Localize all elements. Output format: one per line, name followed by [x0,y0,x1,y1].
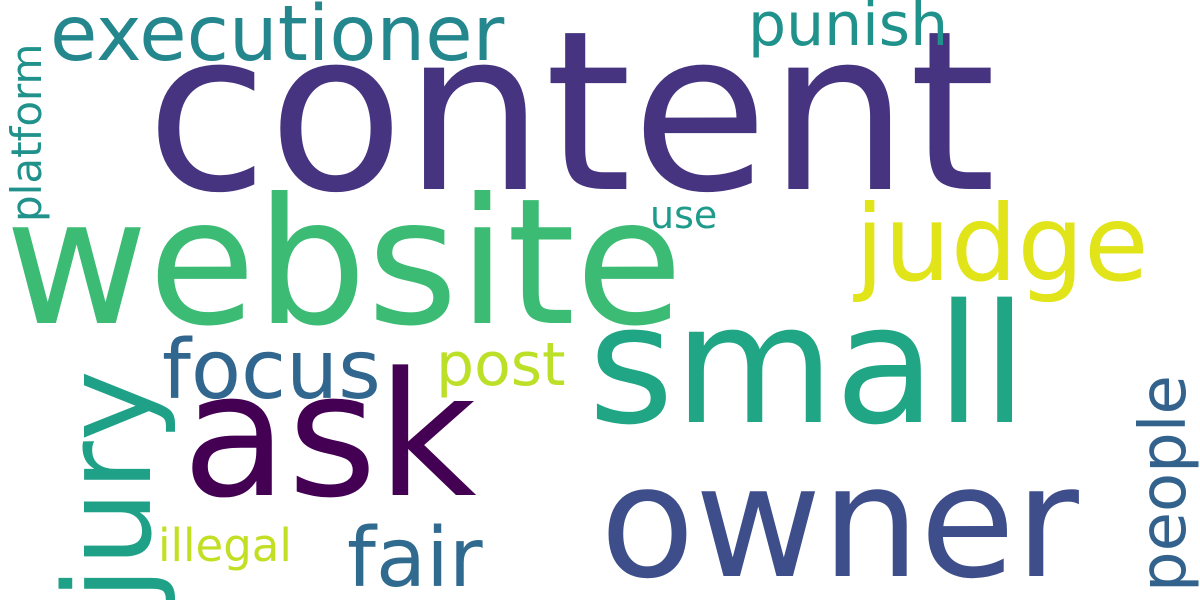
word-punish: punish [748,0,949,60]
word-focus: focus [162,323,381,418]
word-illegal: illegal [158,519,292,572]
word-website: website [5,162,683,365]
word-platform: platform [2,43,51,222]
word-owner: owner [600,432,1079,600]
word-small: small [588,269,1028,461]
word-ask: ask [182,335,477,536]
word-content: content [146,0,996,242]
word-fair: fair [347,511,483,600]
word-people: people [1127,375,1200,592]
word-jury: jury [40,370,179,600]
word-judge: judge [855,183,1149,305]
word-post: post [436,330,566,400]
word-executioner: executioner [50,0,505,79]
word-use: use [650,193,718,237]
